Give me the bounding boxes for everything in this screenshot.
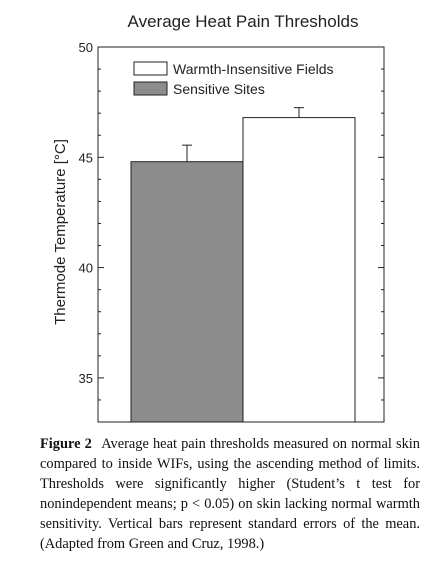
legend-swatch: [133, 81, 168, 96]
y-tick-label: 35: [79, 371, 93, 386]
bar-sensitive-sites: [130, 161, 244, 423]
y-tick-label: 45: [79, 150, 93, 165]
caption-text: Average heat pain thresholds measured on…: [40, 436, 420, 552]
bar-warmth-insensitive-fields: [242, 117, 356, 423]
bar-chart: Average Heat Pain Thresholds 35 40 45 50 Wa…: [52, 12, 385, 423]
caption-label: Figure 2: [40, 436, 92, 452]
figure-caption: Figure 2 Average heat pain thresholds me…: [40, 434, 420, 554]
legend: Warmth-Insensitive Fields Sensitive Sites: [133, 61, 334, 97]
chart-title: Average Heat Pain Thresholds: [128, 12, 359, 31]
y-axis-ticks: 35 40 45 50: [79, 40, 384, 423]
y-axis-label: Thermode Temperature [°C]: [52, 139, 69, 325]
y-tick-label: 50: [79, 40, 93, 55]
legend-label: Warmth-Insensitive Fields: [173, 61, 334, 77]
legend-swatch: [133, 61, 168, 76]
legend-label: Sensitive Sites: [173, 81, 265, 97]
y-tick-label: 40: [79, 261, 93, 276]
bars: [130, 107, 356, 423]
